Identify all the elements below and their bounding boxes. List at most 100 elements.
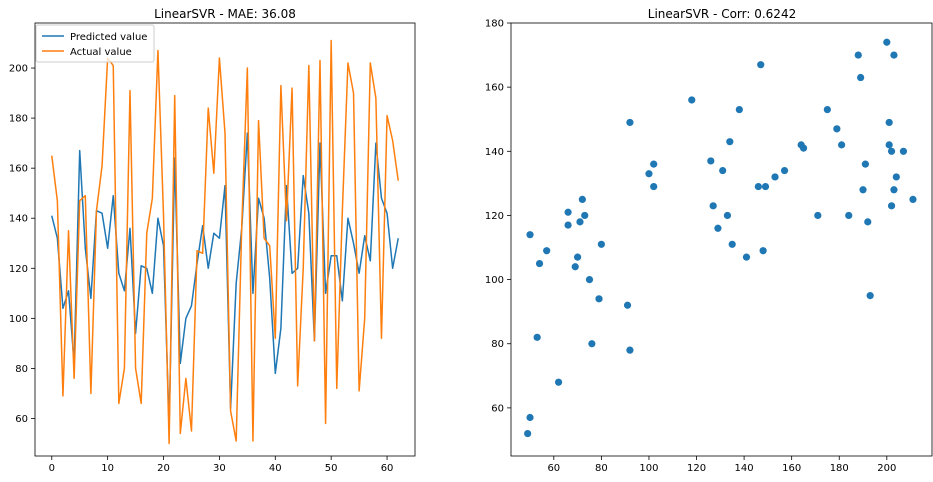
scatter-point [573,253,582,261]
scatter-point [626,346,634,354]
line-chart-x-tick-label: 30 [213,463,226,474]
scatter-point [759,247,767,255]
scatter-chart-y-tick-label: 140 [485,147,504,158]
scatter-point [595,295,603,303]
scatter-point [771,173,779,181]
scatter-point [597,240,605,248]
scatter-point [845,211,853,220]
scatter-point [735,106,743,114]
scatter-chart-x-tick-label: 60 [547,463,560,474]
scatter-chart-x-tick-label: 120 [687,463,706,474]
scatter-chart-y-tick-label: 180 [485,19,504,30]
line-chart-x-tick-label: 50 [325,463,338,474]
scatter-point [707,157,715,165]
scatter-point [543,247,551,255]
scatter-chart-axes-frame [510,22,933,457]
scatter-point [728,240,736,248]
scatter-point [890,51,898,59]
scatter-point [535,259,544,268]
scatter-point [909,195,917,204]
scatter-point [861,160,870,168]
scatter-point [709,202,717,210]
scatter-point [823,106,831,114]
scatter-point [899,147,908,155]
line-chart-y-tick-label: 180 [9,114,28,125]
scatter-point [890,186,898,194]
scatter-chart-x-tick-label: 80 [595,463,608,474]
scatter-chart-y-tick-label: 100 [485,275,504,286]
scatter-chart-title: LinearSVR - Corr: 0.6242 [648,7,796,21]
scatter-point [626,118,634,127]
scatter-chart-plot-area: 60 80 100 120 140 160 180 200 60 80 100 120 140 160 18… [485,19,933,474]
scatter-point [754,182,762,191]
scatter-point [719,166,727,175]
line-chart-title: LinearSVR - MAE: 36.08 [154,7,296,21]
line-chart-y-tick-label: 80 [15,364,28,375]
scatter-point [571,263,579,271]
scatter-chart-y-tick-label: 80 [491,339,504,350]
line-chart-panel: LinearSVR - MAE: 36.08 0 10 20 30 40 50 60 60 80… [9,7,416,474]
scatter-point [857,73,865,82]
scatter-point [588,340,596,348]
scatter-point [887,147,896,155]
line-chart-x-tick-label: 10 [101,463,114,474]
line-chart-y-tick-label: 100 [9,314,28,325]
scatter-point [524,429,532,438]
scatter-chart-x-tick-label: 140 [735,463,754,474]
scatter-point [578,195,586,204]
line-chart-legend: Predicted value Actual value [35,24,155,63]
scatter-chart-y-tick-label: 120 [485,211,504,222]
scatter-chart-x-tick-label: 160 [782,463,801,474]
scatter-point [866,292,874,300]
scatter-point [714,224,722,232]
line-chart-y-tick-label: 120 [9,264,28,275]
scatter-point [757,61,765,69]
line-chart-axes-frame [34,22,416,457]
scatter-point [623,301,632,309]
scatter-point [883,38,891,46]
scatter-point [585,275,594,284]
scatter-point [526,231,534,239]
scatter-point [650,182,658,191]
scatter-point [885,118,893,127]
scatter-point [814,211,822,220]
scatter-point [780,166,789,175]
legend-frame [35,24,155,63]
scatter-point [581,211,589,220]
scatter-point [650,160,658,168]
scatter-point [526,413,534,422]
scatter-point [554,378,563,386]
scatter-point [864,218,872,226]
scatter-point [833,125,841,133]
scatter-point [533,333,541,341]
series-line-predicted [51,132,399,427]
scatter-point [892,173,900,181]
scatter-point [688,96,696,104]
scatter-point [885,141,893,149]
scatter-point [887,202,896,210]
scatter-point [859,186,867,194]
scatter-point [838,141,846,149]
scatter-point [742,253,751,261]
scatter-chart-x-tick-label: 100 [639,463,658,474]
scatter-point [726,138,734,146]
line-chart-x-tick-label: 40 [269,463,282,474]
line-chart-y-tick-label: 160 [9,164,28,175]
scatter-point [645,170,653,178]
line-chart-y-tick-label: 140 [9,214,28,225]
legend-label-predicted: Predicted value [70,32,147,43]
scatter-chart-y-tick-label: 60 [491,403,504,414]
line-chart-plot-area: 0 10 20 30 40 50 60 60 80 100 120 140 160 180 200 [9,22,416,474]
scatter-point [564,221,572,229]
scatter-point [799,144,808,152]
scatter-chart-x-tick-label: 180 [830,463,849,474]
legend-label-actual: Actual value [70,47,132,58]
line-chart-x-tick-label: 0 [49,463,55,474]
scatter-point [564,208,572,216]
scatter-chart-x-tick-label: 200 [877,463,896,474]
scatter-chart-y-tick-label: 160 [485,83,504,94]
line-chart-x-tick-label: 60 [381,463,394,474]
line-chart-y-tick-label: 200 [9,64,28,75]
scatter-chart-panel: LinearSVR - Corr: 0.6242 60 80 100 120 140 16… [485,7,933,474]
